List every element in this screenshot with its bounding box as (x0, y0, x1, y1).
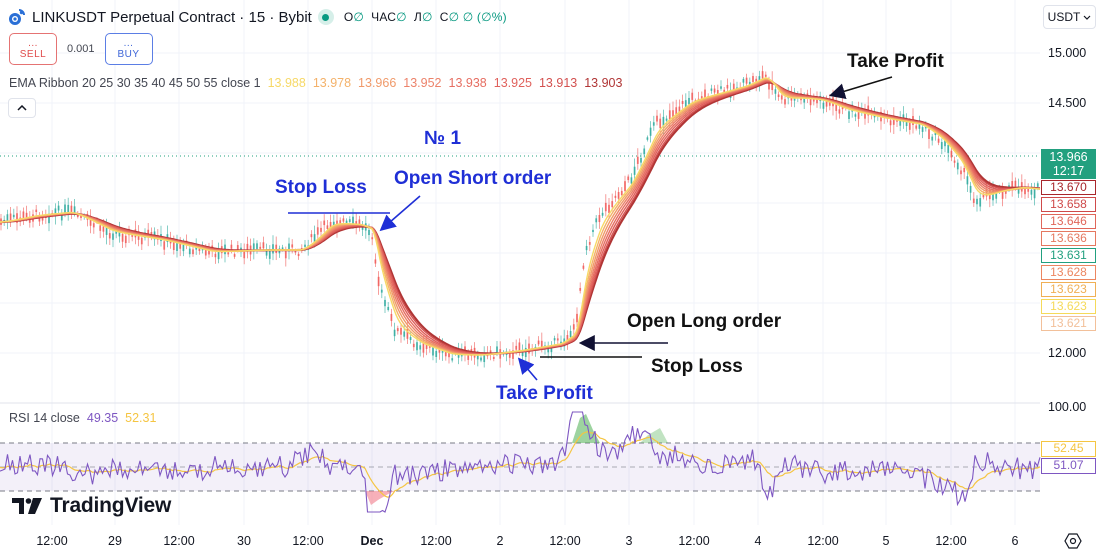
price-axis-label: 12.000 (1048, 346, 1087, 360)
annotation-open-short: Open Short order (394, 168, 552, 189)
market-status-icon (317, 9, 334, 25)
time-axis-label: 6 (1011, 534, 1019, 548)
sell-label: SELL (19, 49, 47, 60)
ohlc-low-value: ∅ (421, 10, 433, 24)
collapse-legend-button[interactable] (8, 98, 36, 118)
ema-legend-name: EMA Ribbon 20 25 30 35 40 45 50 55 close… (9, 76, 261, 90)
ema-value-5: 13.938 (448, 76, 487, 90)
order-quantity[interactable]: 0.001 (67, 43, 95, 55)
trade-panel: ... SELL 0.001 ... BUY (9, 33, 153, 65)
ema-value-6: 13.925 (493, 76, 532, 90)
ema-price-label: 13.658 (1041, 197, 1096, 212)
buy-label: BUY (117, 49, 140, 60)
ohlc-high-value: ∅ (396, 10, 407, 24)
price-axis-label: 15.000 (1048, 46, 1087, 60)
ohlc-high-label: ЧАС (371, 10, 397, 24)
time-axis-label: 12:00 (36, 534, 68, 548)
ema-price-label: 13.621 (1041, 316, 1096, 331)
annotation-long-take-profit: Take Profit (847, 51, 944, 72)
ema-ribbon (0, 77, 1041, 356)
ohlc-low-label: Л (413, 10, 422, 24)
tradingview-logo-icon (12, 498, 42, 514)
tradingview-logo[interactable]: TradingView (12, 494, 171, 518)
time-axis-label: 5 (882, 534, 890, 548)
rsi-legend[interactable]: RSI 14 close 49.35 52.31 (9, 411, 156, 425)
ema-price-label: 13.623 (1041, 299, 1096, 314)
ohlc-close-value: ∅ ∅ (∅%) (448, 10, 507, 24)
sell-button[interactable]: ... SELL (9, 33, 57, 65)
ema-ribbon-legend[interactable]: EMA Ribbon 20 25 30 35 40 45 50 55 close… (9, 76, 622, 90)
time-axis-label: 12:00 (549, 534, 581, 548)
time-axis-label: 2 (496, 534, 504, 548)
short-take-profit-arrow (517, 357, 538, 381)
ema-price-label: 13.646 (1041, 214, 1096, 229)
ema-price-label: 13.670 (1041, 180, 1096, 195)
time-axis-label: 29 (108, 534, 122, 548)
ema-price-label: 13.628 (1041, 265, 1096, 280)
symbol-header: LINKUSDT Perpetual Contract · 15 · Bybit… (8, 6, 507, 28)
ema-price-label: 13.636 (1041, 231, 1096, 246)
time-axis-label: 12:00 (807, 534, 839, 548)
candles (0, 65, 1039, 368)
ema-price-label: 13.631 (1041, 248, 1096, 263)
time-axis-label: 3 (625, 534, 633, 548)
ohlc-close-label: С (439, 10, 449, 24)
price-axis-label: 14.500 (1048, 96, 1087, 110)
time-axis-label: Dec (360, 534, 384, 548)
time-axis-label: 12:00 (678, 534, 710, 548)
ema-value-2: 13.978 (312, 76, 352, 90)
annotation-open-long: Open Long order (627, 311, 782, 332)
ema-value-7: 13.913 (538, 76, 578, 90)
time-axis-label: 30 (237, 534, 251, 548)
rsi-value: 49.35 (86, 411, 119, 425)
time-axis-label: 12:00 (292, 534, 324, 548)
ema-value-4: 13.952 (403, 76, 442, 90)
currency-label: USDT (1047, 10, 1081, 24)
time-axis-label: 4 (754, 534, 762, 548)
ema-price-label: 13.623 (1041, 282, 1096, 297)
bybit-logo-icon (8, 8, 26, 26)
time-axis-label: 12:00 (163, 534, 195, 548)
ohlc-open-label: О (343, 10, 354, 24)
bar-countdown: 12:17 (1052, 164, 1085, 178)
current-price-value: 13.966 (1049, 150, 1088, 164)
chevron-down-icon (1083, 15, 1091, 20)
grid-lines (0, 0, 1040, 525)
annotation-short-stop-loss: Stop Loss (275, 177, 367, 198)
ema-value-3: 13.966 (358, 76, 397, 90)
annotation-long-stop-loss: Stop Loss (651, 356, 743, 377)
time-axis-label: 12:00 (935, 534, 967, 548)
rsi-line (0, 411, 1041, 513)
chevron-up-icon (17, 105, 27, 111)
long-take-profit-arrow (828, 76, 893, 99)
current-price-label: 13.966 12:17 (1041, 149, 1096, 179)
rsi-axis-value-label: 51.07 (1041, 458, 1096, 474)
rsi-ma-value: 52.31 (125, 411, 157, 425)
tradingview-logo-text: TradingView (50, 494, 172, 517)
annotation-trade-number: № 1 (424, 128, 462, 149)
rsi-axis-label: 100.00 (1048, 400, 1087, 414)
currency-selector[interactable]: USDT (1043, 5, 1096, 29)
rsi-ma-axis-label: 52.45 (1041, 441, 1096, 457)
rsi-legend-name: RSI 14 close (9, 411, 80, 425)
buy-price: ... (123, 38, 134, 49)
settings-icon[interactable] (1064, 532, 1082, 550)
symbol-title[interactable]: LINKUSDT Perpetual Contract · 15 · Bybit (32, 8, 312, 26)
open-short-arrow (379, 195, 421, 232)
ohlc-open-value: ∅ (353, 10, 365, 24)
sell-price: ... (28, 38, 38, 49)
ohlc-values: О∅ ЧАС∅ Л∅ С∅ ∅ (∅%) (344, 10, 507, 24)
ema-value-1: 13.988 (267, 76, 306, 90)
ema-value-8: 13.903 (584, 76, 623, 90)
annotation-short-take-profit: Take Profit (496, 383, 593, 404)
buy-button[interactable]: ... BUY (104, 33, 153, 65)
time-axis-label: 12:00 (420, 534, 452, 548)
